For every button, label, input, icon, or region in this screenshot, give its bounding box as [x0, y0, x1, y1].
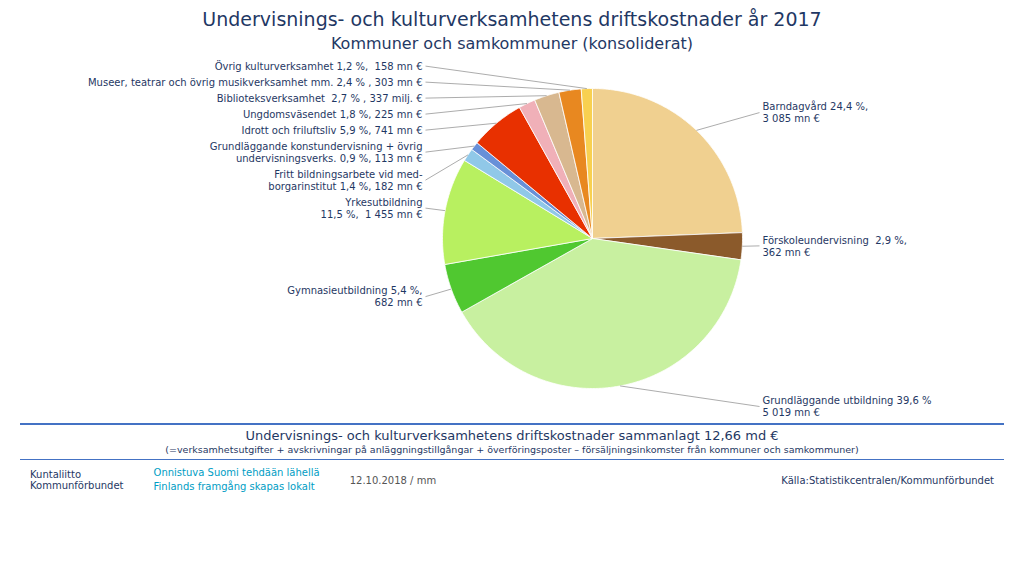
html-text:Kuntaliitto Kommunförbundet: Kuntaliitto Kommunförbundet — [30, 469, 124, 491]
html-text:Kommuner och samkommuner (kons: Kommuner och samkommuner (konsoliderat) — [330, 34, 694, 53]
svg-text:Fritt bildningsarbete vid med-: Fritt bildningsarbete vid med-borgarinst… — [268, 169, 423, 192]
svg-text:Grundläggande utbildning 39,6: Grundläggande utbildning 39,6 %5 019 mn … — [763, 395, 932, 418]
svg-text:Övrig kulturverksamhet 1,2 %,: Övrig kulturverksamhet 1,2 %, 158 mn € — [215, 60, 423, 72]
html-text:(=verksamhetsutgifter + avskri: (=verksamhetsutgifter + avskrivningar på… — [165, 444, 859, 455]
svg-text:Museer, teatrar och övrig musi: Museer, teatrar och övrig musikverksamhe… — [88, 77, 423, 88]
html-text:Undervisnings- och kulturverks: Undervisnings- och kulturverksamhetens d… — [202, 8, 822, 30]
html-text:Onnistuva Suomi tehdään lähell: Onnistuva Suomi tehdään lähellä — [153, 467, 320, 478]
svg-text:Idrott och friluftsliv 5,9 %,: Idrott och friluftsliv 5,9 %, 741 mn € — [242, 125, 423, 136]
svg-text:Biblioteksverksamhet 2,7 % ,: Biblioteksverksamhet 2,7 % , 337 milj. € — [217, 93, 423, 104]
svg-text:Barndagvård 24,4 %,3 085 mn €: Barndagvård 24,4 %,3 085 mn € — [763, 100, 869, 124]
html-text:Finlands framgång skapas lokal: Finlands framgång skapas lokalt — [153, 481, 315, 492]
svg-text:Gymnasieutbildning 5,4 %,682 m: Gymnasieutbildning 5,4 %,682 mn € — [287, 285, 422, 308]
svg-text:Grundläggande konstundervisnin: Grundläggande konstundervisning + övrigu… — [210, 141, 423, 164]
svg-text:Yrkesutbildning11,5 %, 1 455: Yrkesutbildning11,5 %, 1 455 mn € — [321, 197, 423, 220]
html-text:12.10.2018 / mm: 12.10.2018 / mm — [349, 474, 437, 486]
html-text:Källa:Statistikcentralen/Kommu: Källa:Statistikcentralen/Kommunförbundet — [781, 474, 994, 486]
svg-text:Ungdomsväsendet 1,8 %, 225 mn: Ungdomsväsendet 1,8 %, 225 mn € — [243, 109, 423, 120]
svg-text:Förskoleundervisning 2,9 %,36: Förskoleundervisning 2,9 %,362 mn € — [763, 235, 907, 258]
html-text:Undervisnings- och kulturverks: Undervisnings- och kulturverksamhetens d… — [245, 428, 779, 443]
